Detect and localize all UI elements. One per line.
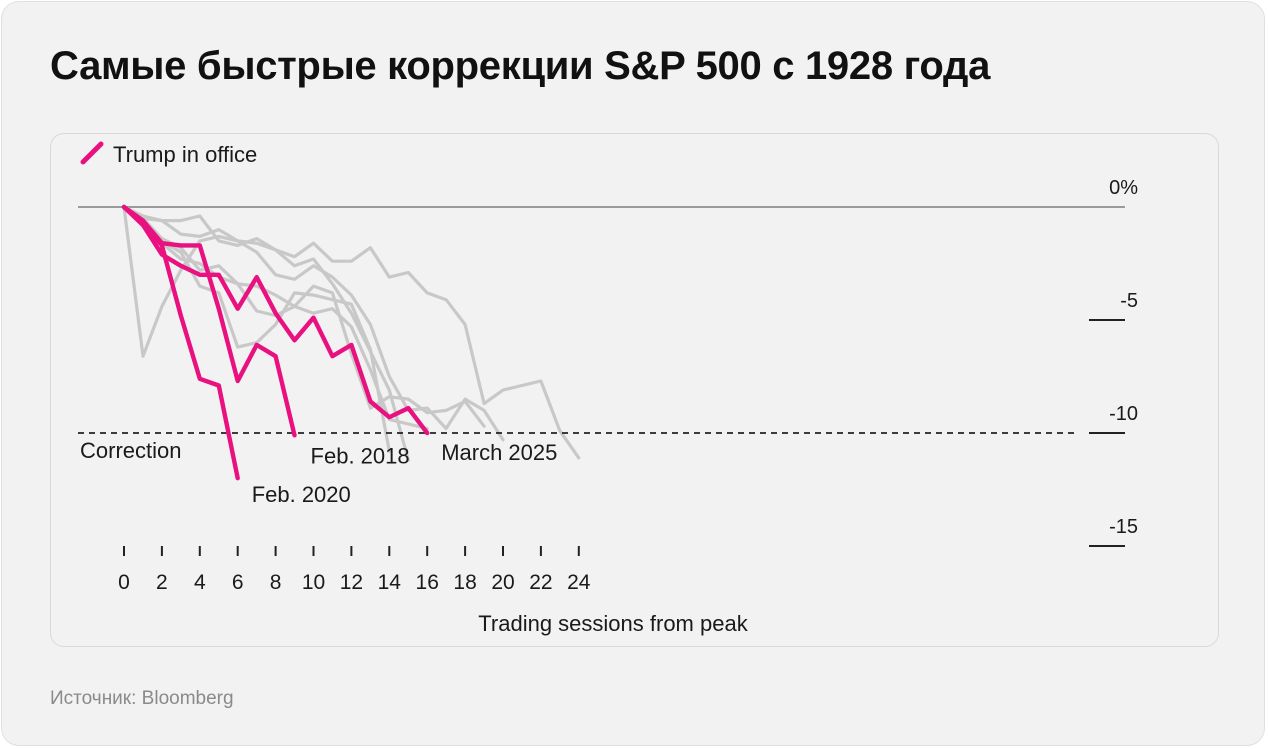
correction-label: Correction: [80, 438, 181, 463]
y-tick-label-3: -15: [1109, 516, 1138, 538]
x-axis-label: Trading sessions from peak: [478, 611, 748, 636]
x-tick-label-6: 12: [340, 571, 363, 594]
line-chart: Trump in office 0% -5 -10 -15 Correction Fe…: [78, 141, 1138, 636]
y-tick-label-0: 0%: [1109, 177, 1138, 199]
series-end-label-2: March 2025: [441, 440, 557, 465]
series-line-other-2: [122, 205, 410, 462]
y-tick-label-2: -10: [1109, 403, 1138, 425]
series-line-march-2025: [121, 204, 430, 436]
x-tick-label-8: 16: [416, 571, 439, 594]
chart-title: Самые быстрые коррекции S&P 500 с 1928 г…: [50, 44, 991, 88]
y-tick-label-1: -5: [1120, 290, 1138, 312]
x-tick-label-2: 4: [194, 571, 206, 594]
series-line-other-4: [122, 205, 486, 428]
trump-era-series: Feb. 2020 Feb. 2018 March 2025: [121, 204, 557, 507]
x-tick-label-9: 18: [453, 571, 476, 594]
series-line-feb-2018: [121, 204, 297, 438]
x-tick-label-1: 2: [156, 571, 168, 594]
other-corrections-series: [122, 205, 581, 462]
source-note: Источник: Bloomberg: [50, 688, 234, 709]
chart-panel: Trump in office 0% -5 -10 -15 Correction Fe…: [50, 133, 1219, 647]
legend-swatch: [80, 141, 104, 165]
x-tick-label-7: 14: [378, 571, 402, 594]
chart-legend: Trump in office: [80, 141, 257, 167]
x-tick-label-0: 0: [118, 571, 130, 594]
x-tick-label-3: 6: [232, 571, 244, 594]
x-tick-label-12: 24: [567, 571, 591, 594]
x-tick-label-11: 22: [529, 571, 552, 594]
legend-label: Trump in office: [113, 142, 257, 167]
series-end-label-0: Feb. 2020: [252, 482, 351, 507]
series-line-other-1: [122, 205, 581, 460]
x-tick-label-4: 8: [270, 571, 282, 594]
series-end-label-1: Feb. 2018: [311, 443, 410, 468]
correction-reference: Correction: [78, 432, 1076, 463]
x-tick-label-5: 10: [302, 571, 325, 594]
x-axis: Trading sessions from peak 0 2 4 6 8 10 12 14 16…: [118, 546, 749, 636]
x-tick-label-10: 20: [491, 571, 514, 594]
y-gridlines: 0% -5 -10 -15: [78, 177, 1138, 547]
series-line-other-5: [122, 205, 429, 431]
